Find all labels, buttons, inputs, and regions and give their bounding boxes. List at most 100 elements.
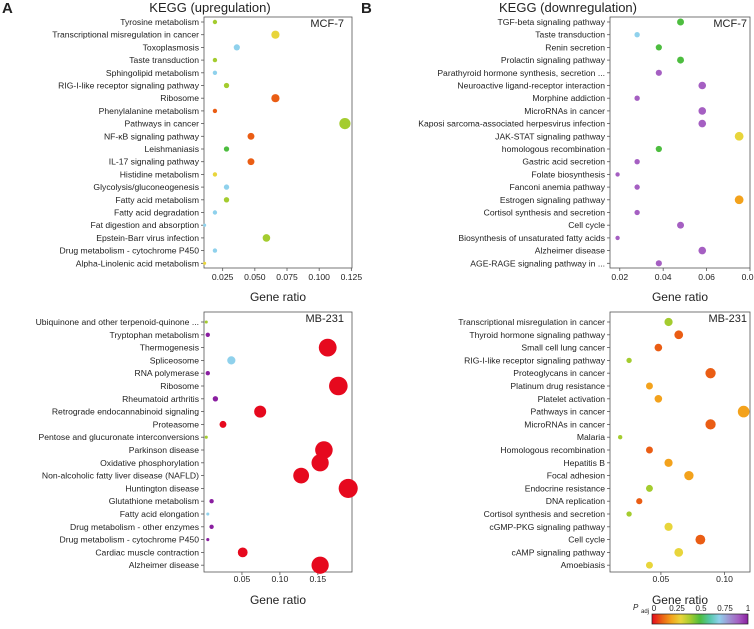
- category-label: homologous recombination: [502, 144, 605, 154]
- chart-up-mcf7: MCF-7 0.025 0.050 0.075 0.100 0.125 Gene ratio…: [52, 16, 363, 304]
- data-point: [206, 538, 210, 542]
- category-label: Alpha-Linolenic acid metabolism: [76, 258, 199, 268]
- category-label: Epstein-Barr virus infection: [96, 233, 199, 243]
- data-point: [677, 18, 685, 26]
- data-point: [645, 484, 653, 492]
- category-label: Small cell lung cancer: [521, 343, 605, 353]
- category-label: Taste transduction: [535, 30, 605, 40]
- category-label: Pathways in cancer: [124, 119, 199, 129]
- data-point: [626, 511, 632, 517]
- category-label: Histidine metabolism: [120, 169, 199, 179]
- category-label: Renin secretion: [545, 42, 605, 52]
- data-point: [677, 221, 685, 229]
- legend-label-sub: adj: [641, 609, 649, 615]
- plot-frame: [609, 311, 751, 573]
- category-label: RNA polymerase: [135, 368, 200, 378]
- data-point: [705, 368, 716, 379]
- category-label: Cardiac muscle contraction: [95, 547, 199, 557]
- legend-label: P: [633, 603, 639, 612]
- data-point: [645, 446, 653, 454]
- category-label: Toxoplasmosis: [143, 42, 199, 52]
- data-point: [205, 371, 210, 376]
- data-point: [212, 172, 218, 177]
- data-point: [212, 210, 218, 215]
- x-tick-label: 0.10: [272, 574, 289, 584]
- category-label: TGF-beta signaling pathway: [498, 17, 606, 27]
- category-label: Oxidative phosphorylation: [100, 458, 199, 468]
- data-point: [271, 94, 280, 103]
- panel-title-down: KEGG (downregulation): [499, 0, 637, 15]
- category-label: Amoebiasis: [561, 560, 605, 570]
- data-point: [677, 56, 685, 64]
- category-label: Estrogen signaling pathway: [500, 195, 606, 205]
- category-label: AGE-RAGE signaling pathway in ...: [470, 258, 605, 268]
- data-point: [645, 382, 653, 390]
- category-label: Drug metabolism - other enzymes: [70, 522, 199, 532]
- category-label: Fatty acid elongation: [120, 509, 200, 519]
- x-tick-label: 0.125: [341, 272, 363, 282]
- category-label: Biosynthesis of unsaturated fatty acids: [458, 233, 605, 243]
- legend-tick: 0.25: [669, 604, 685, 613]
- category-label: Pentose and glucuronate interconversions: [38, 432, 199, 442]
- data-point: [655, 69, 662, 76]
- plot-frame: [203, 16, 353, 269]
- category-label: Ubiquinone and other terpenoid-quinone .…: [36, 317, 199, 327]
- data-point: [634, 209, 640, 216]
- category-label: Drug metabolism - cytochrome P450: [60, 535, 200, 545]
- data-point: [223, 184, 230, 190]
- x-tick-label: 0.05: [653, 574, 670, 584]
- category-label: JAK-STAT signaling pathway: [495, 131, 606, 141]
- cell-line-label: MCF-7: [713, 18, 747, 30]
- category-label: Drug metabolism - cytochrome P450: [60, 246, 200, 256]
- category-label: Huntington disease: [125, 483, 199, 493]
- data-point: [219, 420, 227, 428]
- category-label: Sphingolipid metabolism: [106, 68, 199, 78]
- category-label: Taste transduction: [129, 55, 199, 65]
- data-point: [698, 81, 707, 90]
- category-label: Pathways in cancer: [530, 407, 605, 417]
- data-point: [212, 57, 218, 63]
- data-point: [674, 548, 684, 557]
- data-point: [205, 332, 210, 337]
- data-point: [655, 145, 662, 153]
- category-label: Spliceosome: [150, 355, 199, 365]
- category-label: MicroRNAs in cancer: [524, 106, 605, 116]
- x-tick-label: 0.10: [716, 574, 733, 584]
- x-tick-label: 0.06: [698, 272, 715, 282]
- cell-line-label: MB-231: [708, 313, 747, 325]
- category-label: cGMP-PKG signaling pathway: [489, 522, 605, 532]
- category-label: NF-κB signaling pathway: [104, 131, 200, 141]
- category-label: Focal adhesion: [547, 471, 606, 481]
- x-tick-label: 0.025: [212, 272, 234, 282]
- data-point: [254, 405, 267, 418]
- data-point: [237, 547, 248, 558]
- data-point: [615, 172, 620, 177]
- data-point: [698, 246, 707, 255]
- category-label: Malaria: [577, 432, 605, 442]
- data-point: [664, 458, 673, 467]
- category-label: Fanconi anemia pathway: [509, 182, 605, 192]
- category-label: Platinum drug resistance: [510, 381, 605, 391]
- panel-title-up: KEGG (upregulation): [149, 0, 270, 15]
- legend-tick: 0: [652, 604, 657, 613]
- data-point: [223, 197, 230, 203]
- data-point: [634, 95, 640, 101]
- plot-frame: [609, 16, 751, 269]
- data-point: [615, 235, 620, 241]
- category-label: Prolactin signaling pathway: [501, 55, 606, 65]
- data-point: [664, 317, 673, 327]
- data-point: [204, 435, 208, 439]
- data-point: [247, 158, 255, 166]
- legend-colorbar: [651, 613, 749, 625]
- category-label: Cortisol synthesis and secretion: [484, 509, 606, 519]
- legend-tick: 0.5: [695, 604, 707, 613]
- data-point: [705, 419, 716, 430]
- plot-frame: [203, 311, 353, 573]
- x-axis-title: Gene ratio: [652, 290, 708, 304]
- data-point: [311, 556, 329, 574]
- cell-line-label: MCF-7: [310, 18, 344, 30]
- x-tick-label: 0.05: [234, 574, 251, 584]
- data-point: [293, 467, 310, 484]
- data-point: [684, 470, 694, 481]
- category-label: Parathyroid hormone synthesis, secretion…: [437, 68, 605, 78]
